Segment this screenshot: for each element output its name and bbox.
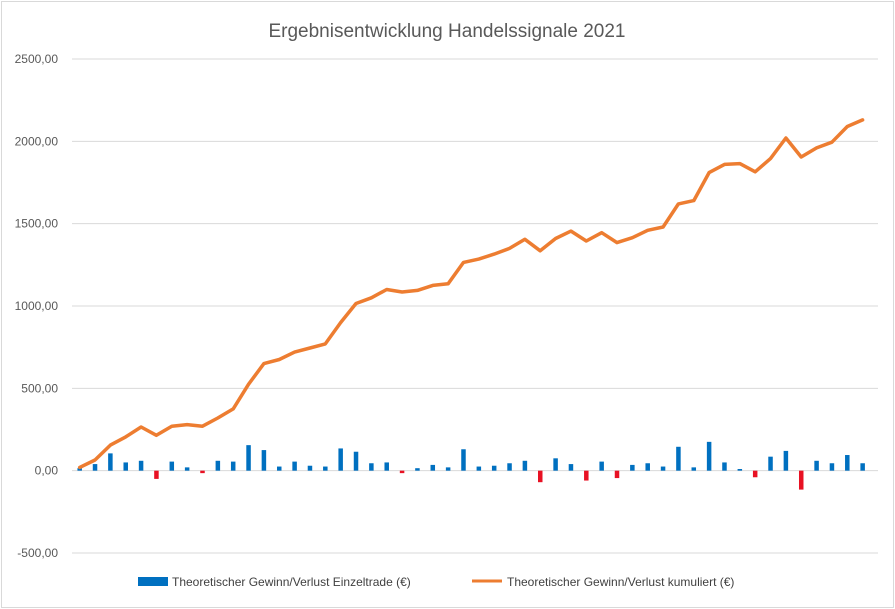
y-tick-label: 2500,00 xyxy=(15,52,59,66)
y-axis: 2500,00 2000,00 1500,00 1000,00 500,00 0,00 -5… xyxy=(15,52,59,560)
bar xyxy=(829,463,835,471)
bar xyxy=(722,462,727,471)
bar xyxy=(292,461,297,471)
y-tick-label: 0,00 xyxy=(35,464,59,478)
bar xyxy=(461,449,466,471)
y-tick-label: 2000,00 xyxy=(15,134,59,148)
bar xyxy=(752,470,758,478)
bar xyxy=(353,451,359,471)
bar xyxy=(584,470,589,481)
bar xyxy=(599,461,604,471)
bar xyxy=(814,460,819,471)
bar xyxy=(491,465,497,471)
legend-label-einzeltrade: Theoretischer Gewinn/Verlust Einzeltrade… xyxy=(172,575,411,589)
bar xyxy=(384,462,389,471)
bar xyxy=(568,464,574,471)
bar xyxy=(614,470,620,479)
bar xyxy=(261,450,267,471)
bar xyxy=(77,468,82,471)
legend-label-kumuliert: Theoretischer Gewinn/Verlust kumuliert (… xyxy=(507,575,734,589)
bar xyxy=(123,462,128,471)
bar xyxy=(645,463,650,471)
bar xyxy=(230,461,236,471)
bar xyxy=(507,463,512,471)
chart-title: Ergebnisentwicklung Handelssignale 2021 xyxy=(268,21,625,42)
bar xyxy=(860,463,865,471)
bar xyxy=(737,469,743,471)
bar xyxy=(399,470,405,474)
y-tick-label: 1500,00 xyxy=(15,217,59,231)
bar xyxy=(307,465,313,471)
bar xyxy=(184,467,190,471)
bar xyxy=(798,470,804,490)
bar xyxy=(108,453,113,471)
legend-swatch-einzeltrade xyxy=(138,577,168,586)
bar xyxy=(783,450,789,471)
bar xyxy=(553,458,558,471)
bar xyxy=(92,464,98,471)
y-tick-label: 1000,00 xyxy=(15,299,59,313)
bar xyxy=(845,455,850,471)
bar xyxy=(246,445,251,471)
bar xyxy=(522,460,528,471)
grid xyxy=(72,58,878,554)
bar-series xyxy=(77,441,865,490)
line-series xyxy=(77,118,865,470)
bar xyxy=(660,466,666,471)
bar xyxy=(277,466,282,471)
legend: Theoretischer Gewinn/Verlust Einzeltrade… xyxy=(138,575,734,589)
bar xyxy=(215,460,221,471)
bar xyxy=(537,470,543,483)
y-tick-label: 500,00 xyxy=(21,381,58,395)
bar xyxy=(415,468,420,471)
bar xyxy=(323,466,328,471)
bar xyxy=(691,467,697,471)
bar xyxy=(706,441,712,471)
bar xyxy=(169,461,175,471)
bar xyxy=(430,464,436,471)
bar xyxy=(338,448,343,471)
bar xyxy=(630,464,635,471)
bar xyxy=(476,466,482,471)
bar xyxy=(138,460,144,471)
cumulative-line xyxy=(77,118,865,470)
bar xyxy=(154,470,159,479)
bar xyxy=(445,467,451,471)
y-tick-label: -500,00 xyxy=(17,546,58,560)
bar xyxy=(200,470,205,474)
bar xyxy=(768,456,773,471)
bar xyxy=(369,463,374,471)
bar xyxy=(676,446,681,471)
